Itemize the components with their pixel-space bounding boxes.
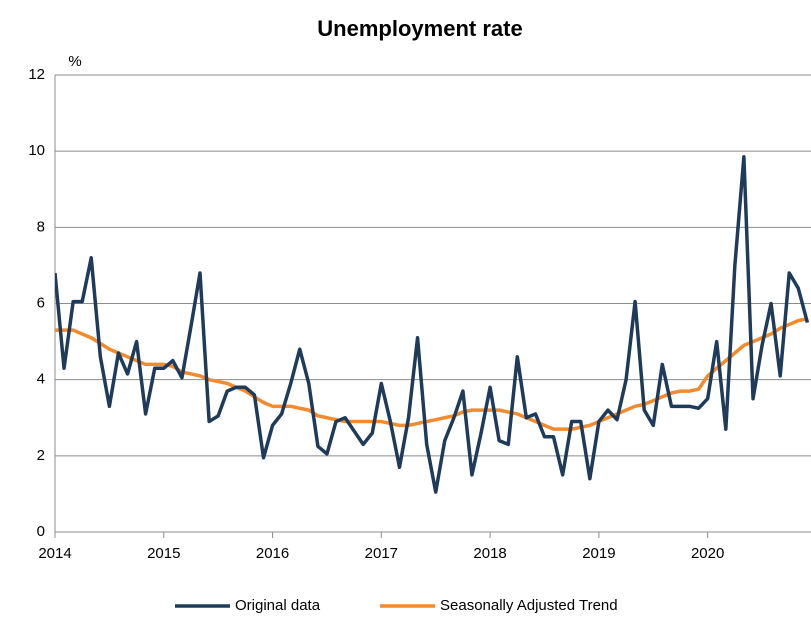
y-tick-label: 4	[37, 371, 45, 388]
x-tick-label: 2017	[365, 545, 398, 562]
y-tick-label: 8	[37, 218, 45, 235]
chart-title: Unemployment rate	[317, 16, 522, 41]
legend-label: Seasonally Adjusted Trend	[440, 597, 618, 614]
x-tick-label: 2020	[691, 545, 724, 562]
x-tick-label: 2014	[38, 545, 71, 562]
legend-label: Original data	[235, 597, 321, 614]
y-tick-label: 2	[37, 447, 45, 464]
x-tick-label: 2018	[473, 545, 506, 562]
y-tick-label: 12	[28, 66, 45, 83]
y-tick-label: 10	[28, 142, 45, 159]
x-tick-label: 2015	[147, 545, 180, 562]
data-line	[55, 155, 810, 494]
data-line	[55, 317, 808, 431]
x-tick-label: 2016	[256, 545, 289, 562]
y-unit-label: %	[68, 53, 81, 70]
y-tick-label: 0	[37, 523, 45, 540]
y-tick-label: 6	[37, 294, 45, 311]
x-tick-label: 2019	[582, 545, 615, 562]
